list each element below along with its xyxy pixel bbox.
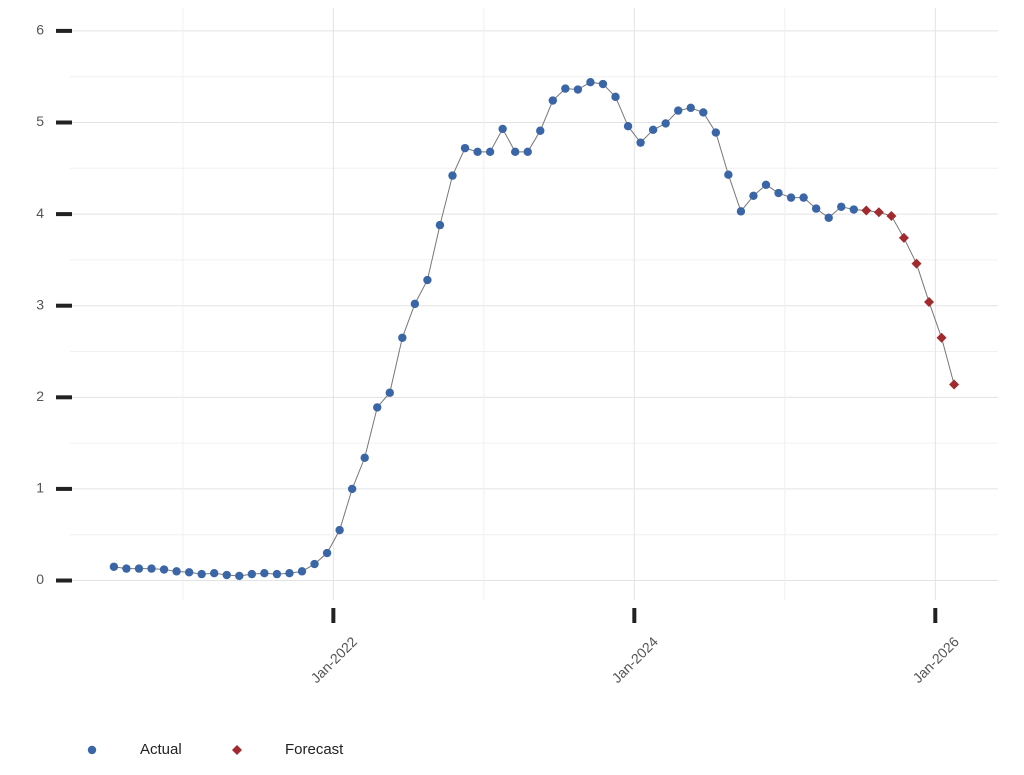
point [573, 85, 583, 94]
point [335, 525, 344, 535]
point [849, 205, 858, 214]
point [523, 147, 532, 157]
point [699, 108, 708, 117]
point [210, 568, 219, 578]
point [360, 453, 369, 462]
legend-label: Forecast [285, 741, 344, 758]
point [623, 121, 633, 131]
series-line [866, 209, 955, 385]
point [260, 568, 269, 578]
point [510, 147, 520, 157]
point [736, 207, 746, 216]
point [724, 170, 733, 179]
point [235, 571, 244, 581]
point [473, 147, 482, 157]
point [611, 92, 620, 102]
point [435, 220, 445, 230]
point [924, 297, 935, 308]
point [310, 559, 319, 569]
point [598, 79, 608, 89]
point [837, 202, 846, 211]
y-tick-label: 1 [36, 480, 44, 496]
point [322, 548, 332, 558]
y-tick-label: 6 [36, 22, 44, 38]
point [761, 180, 771, 189]
point [886, 210, 897, 221]
point [648, 125, 658, 135]
point [811, 204, 821, 213]
y-tick-label: 2 [36, 388, 44, 404]
point [873, 207, 884, 218]
point [448, 171, 457, 180]
point [498, 124, 507, 134]
point [485, 147, 495, 157]
point [674, 106, 683, 115]
y-tick-label: 4 [36, 205, 44, 221]
y-tick-label: 3 [36, 296, 44, 312]
point [385, 388, 394, 397]
point [536, 126, 545, 135]
point [949, 379, 960, 390]
point [686, 103, 695, 113]
point [134, 564, 144, 573]
point [824, 213, 833, 222]
point [636, 138, 645, 147]
point [222, 570, 231, 580]
point [936, 332, 947, 343]
point [786, 193, 796, 202]
point [861, 205, 872, 216]
y-tick-label: 5 [36, 113, 44, 129]
x-tick-label: Jan-2024 [608, 633, 661, 686]
point [586, 77, 595, 87]
point [398, 333, 407, 342]
point [711, 128, 721, 137]
point [247, 569, 257, 579]
legend-marker [87, 745, 97, 755]
point [347, 484, 357, 494]
point [197, 569, 206, 579]
point [423, 275, 432, 285]
point [184, 568, 194, 577]
point [548, 96, 558, 105]
point [460, 143, 470, 153]
point [122, 564, 131, 573]
point [159, 565, 169, 574]
point [285, 568, 294, 578]
legend-label: Actual [140, 741, 182, 758]
point [561, 84, 570, 93]
x-tick-label: Jan-2026 [909, 633, 962, 686]
point [799, 193, 808, 202]
point [911, 258, 922, 269]
point [749, 191, 758, 200]
point [297, 567, 307, 576]
point [272, 569, 282, 579]
legend-marker [232, 745, 242, 755]
point [410, 299, 420, 309]
point [147, 564, 156, 573]
point [172, 567, 181, 576]
point [373, 403, 382, 412]
point [661, 119, 670, 128]
y-tick-label: 0 [36, 571, 44, 587]
point [898, 232, 909, 243]
point [109, 562, 119, 571]
x-tick-label: Jan-2022 [307, 633, 360, 686]
point [774, 188, 783, 198]
